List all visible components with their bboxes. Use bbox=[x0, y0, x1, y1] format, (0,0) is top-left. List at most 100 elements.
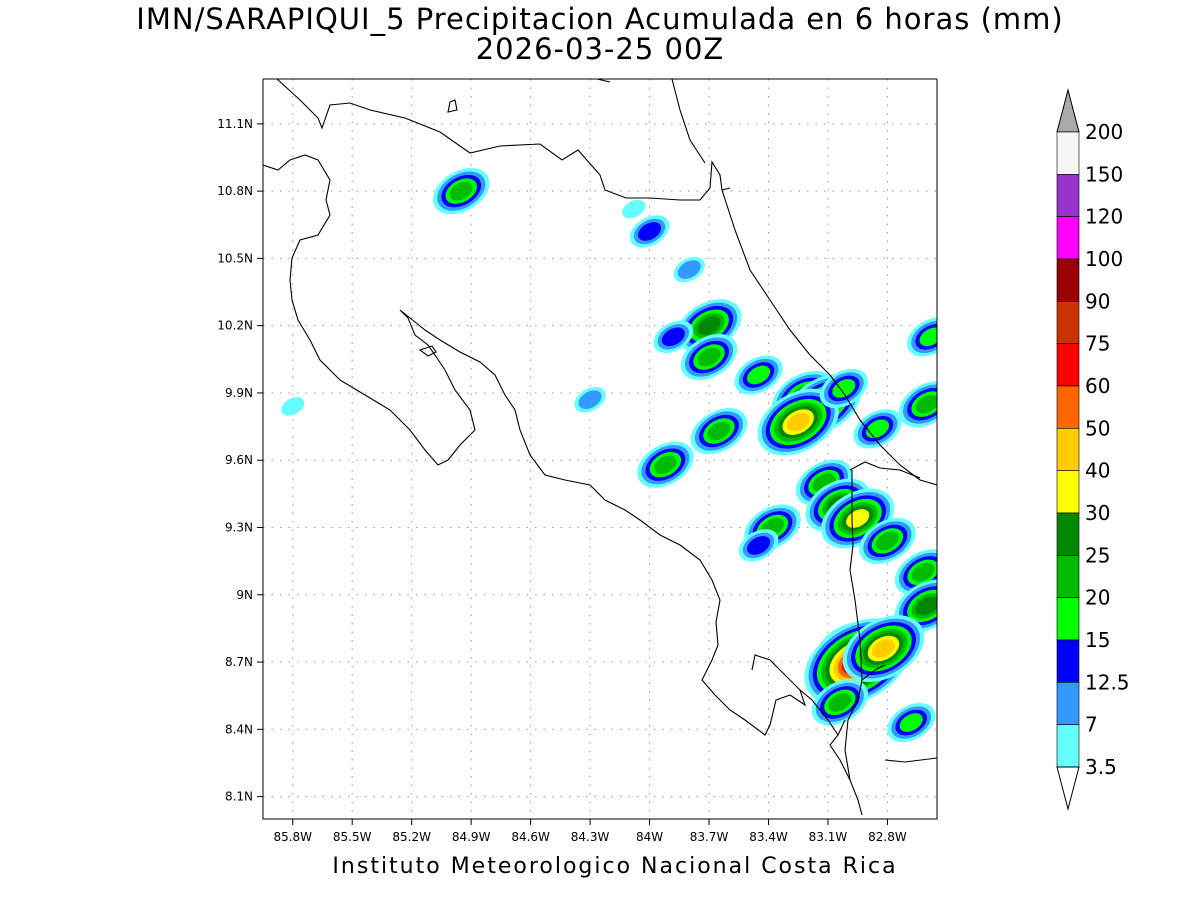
precip-contour bbox=[747, 365, 771, 385]
precip-cell bbox=[853, 409, 902, 449]
lat-tick-label: 10.5N bbox=[217, 251, 253, 265]
colorbar-swatch bbox=[1056, 597, 1080, 641]
colorbar-over-arrow bbox=[1056, 88, 1080, 133]
latitude-axis: 11.1N 10.8N 10.5N 10.2N 9.9N 9.6N 9.3N 9N 8.7N 8.… bbox=[217, 117, 263, 804]
colorbar-label: 7 bbox=[1085, 713, 1098, 737]
nicaragua-border bbox=[276, 79, 731, 201]
precip-cell bbox=[680, 333, 738, 381]
colorbar-swatch bbox=[1056, 724, 1080, 768]
precip-cell bbox=[859, 517, 916, 565]
lat-tick-label: 9.3N bbox=[225, 520, 253, 534]
colorbar-label: 50 bbox=[1085, 416, 1110, 440]
precip-contour bbox=[832, 379, 856, 398]
colorbar-label: 25 bbox=[1085, 543, 1110, 567]
precip-contour bbox=[911, 563, 935, 582]
caribbean-coast bbox=[671, 79, 937, 486]
lon-tick-label: 84W bbox=[636, 830, 663, 844]
lake-islet bbox=[447, 99, 458, 113]
colorbar-under-arrow bbox=[1056, 766, 1080, 811]
colorbar-swatch bbox=[1056, 470, 1080, 514]
precip-contour bbox=[622, 199, 646, 219]
colorbar-swatch bbox=[1056, 343, 1080, 387]
colorbar-label: 20 bbox=[1085, 586, 1110, 610]
lon-tick-label: 84.9W bbox=[452, 830, 491, 844]
pacific-coast bbox=[263, 154, 807, 736]
precip-contour bbox=[281, 397, 305, 416]
lon-tick-label: 84.6W bbox=[511, 830, 550, 844]
colorbar-swatch bbox=[1056, 512, 1080, 556]
colorbar-swatch bbox=[1056, 216, 1080, 260]
precip-contour bbox=[449, 181, 473, 201]
lon-tick-label: 83.4W bbox=[749, 830, 788, 844]
colorbar-label: 100 bbox=[1085, 247, 1123, 271]
nicoya-gulf-island bbox=[418, 345, 437, 357]
precipitation-field bbox=[281, 168, 937, 743]
lon-tick-label: 85.8W bbox=[273, 830, 312, 844]
precip-cell bbox=[690, 407, 748, 455]
lon-tick-label: 83.7W bbox=[690, 830, 729, 844]
colorbar-swatch bbox=[1056, 385, 1080, 429]
colorbar-swatch bbox=[1056, 174, 1080, 217]
precip-cell bbox=[738, 529, 779, 562]
precip-cell bbox=[629, 215, 670, 248]
lat-tick-label: 9.6N bbox=[225, 453, 253, 467]
burica-coast bbox=[829, 719, 851, 781]
colorbar-label: 60 bbox=[1085, 374, 1110, 398]
colorbar-swatch bbox=[1056, 301, 1080, 344]
precip-cell bbox=[906, 317, 937, 357]
colorbar-label: 150 bbox=[1085, 162, 1123, 186]
precip-contour bbox=[677, 260, 701, 279]
colorbar-label: 90 bbox=[1085, 289, 1110, 313]
precip-contour bbox=[871, 639, 896, 658]
precip-contour bbox=[661, 327, 685, 347]
map-frame bbox=[262, 78, 938, 820]
colorbar-label: 120 bbox=[1085, 205, 1123, 229]
precip-contour bbox=[828, 693, 852, 712]
colorbar-swatch bbox=[1056, 682, 1080, 725]
precip-contour bbox=[915, 394, 937, 414]
inner-border-south bbox=[799, 664, 886, 736]
precip-cell bbox=[637, 441, 694, 488]
chart-title: IMN/SARAPIQUI_5 Precipitacion Acumulada … bbox=[136, 2, 1064, 36]
colorbar-label: 3.5 bbox=[1085, 755, 1117, 779]
precip-contour bbox=[747, 536, 771, 555]
lat-tick-label: 10.2N bbox=[217, 319, 253, 333]
lat-tick-label: 8.1N bbox=[225, 790, 253, 804]
precip-contour bbox=[865, 419, 890, 439]
precip-cell bbox=[432, 168, 490, 215]
chart-subtitle-date: 2026-03-25 00Z bbox=[475, 32, 725, 66]
lat-tick-label: 9N bbox=[236, 588, 253, 602]
lon-tick-label: 85.2W bbox=[392, 830, 431, 844]
longitude-axis: 85.8W 85.5W 85.2W 84.9W 84.6W 84.3W 84W 83.7W 83… bbox=[273, 819, 907, 844]
colorbar-label: 75 bbox=[1085, 332, 1110, 356]
chiriqui-coast bbox=[884, 757, 937, 763]
precip-cell bbox=[574, 386, 606, 413]
precip-contour bbox=[578, 390, 602, 409]
precip-contour bbox=[899, 713, 923, 732]
precip-cell bbox=[673, 256, 705, 283]
lat-tick-label: 11.1N bbox=[217, 117, 253, 131]
precip-contour bbox=[653, 455, 677, 475]
precip-cell bbox=[622, 199, 646, 219]
precip-contour bbox=[875, 531, 899, 551]
precip-contour bbox=[697, 347, 721, 367]
lon-tick-label: 83.1W bbox=[809, 830, 848, 844]
colorbar-swatch bbox=[1056, 131, 1080, 175]
lon-tick-label: 85.5W bbox=[333, 830, 372, 844]
coastline-borders bbox=[263, 79, 937, 816]
precip-cell bbox=[757, 388, 840, 456]
precip-contour bbox=[786, 412, 810, 432]
colorbar-label: 15 bbox=[1085, 628, 1110, 652]
precip-cell bbox=[898, 381, 937, 428]
lat-tick-label: 10.8N bbox=[217, 184, 253, 198]
precip-cell bbox=[842, 615, 925, 682]
lon-tick-label: 82.8W bbox=[868, 830, 907, 844]
colorbar-label: 200 bbox=[1085, 120, 1123, 144]
precip-contour bbox=[638, 222, 662, 241]
precip-contour bbox=[915, 596, 937, 616]
colorbar-legend: 200 150 120 100 90 75 60 50 40 30 25 20 15 12.5 7 3.5 bbox=[1056, 88, 1130, 811]
precip-cell bbox=[887, 702, 936, 743]
colorbar-swatch bbox=[1056, 258, 1080, 302]
precip-contour bbox=[697, 316, 721, 335]
